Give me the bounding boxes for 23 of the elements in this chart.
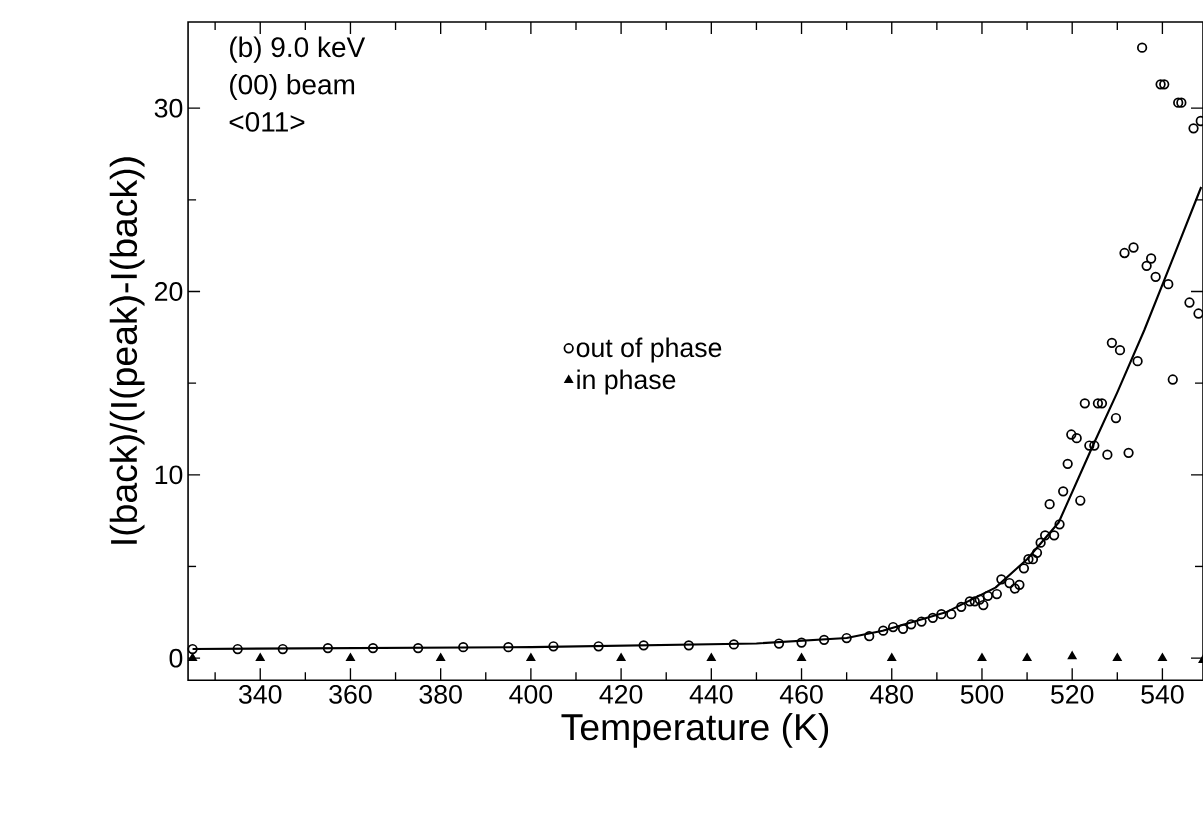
x-tick-label: 520	[1051, 684, 1094, 704]
annotation: (b) 9.0 keV	[230, 36, 366, 63]
x-tick-label: 380	[419, 684, 462, 704]
x-tick-label: 340	[239, 684, 282, 704]
y-tick-label: 10	[155, 465, 183, 485]
y-tick-label: 30	[154, 98, 183, 118]
x-tick-label: 540	[1141, 684, 1184, 704]
x-axis-title: Temperature (K)	[561, 712, 829, 748]
x-tick-label: 360	[329, 684, 372, 704]
annotation: (00) beam	[230, 73, 355, 100]
line-series	[191, 185, 1203, 650]
x-tick-label: 500	[960, 684, 1004, 704]
y-tick-label: 0	[169, 648, 183, 668]
x-tick-label: 420	[599, 684, 643, 704]
x-tick-label: 460	[779, 684, 823, 704]
x-tick-label: 400	[509, 684, 553, 704]
y-tick-label: 20	[155, 281, 183, 301]
x-tick-label: 440	[689, 684, 733, 704]
x-tick-label: 480	[870, 684, 913, 704]
annotation: <011>	[229, 111, 305, 132]
legend-label: out of phase	[576, 337, 722, 363]
y-axis-title: I(back)/(I(peak)-I(back))	[109, 157, 145, 544]
legend-label: in phase	[577, 369, 676, 395]
